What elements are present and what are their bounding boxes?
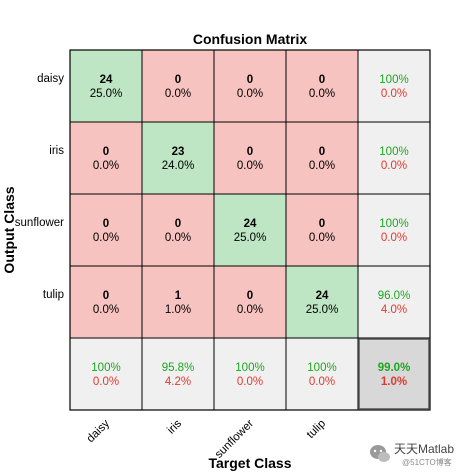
cell-count: 0 bbox=[247, 146, 253, 158]
summary-wrong: 0.0% bbox=[309, 376, 335, 388]
cell-count: 24 bbox=[316, 290, 329, 302]
wechat-icon bbox=[370, 445, 390, 462]
summary-correct: 100% bbox=[379, 218, 408, 230]
y-tick-label: daisy bbox=[37, 73, 64, 85]
summary-correct: 100% bbox=[307, 362, 336, 374]
summary-wrong: 0.0% bbox=[237, 376, 263, 388]
cell-percent: 0.0% bbox=[165, 232, 191, 244]
watermark-title: 天天Matlab bbox=[394, 442, 454, 456]
column-summary-cell: 100% 0.0% bbox=[285, 337, 359, 411]
cell-percent: 0.0% bbox=[237, 304, 263, 316]
summary-wrong: 0.0% bbox=[381, 160, 407, 172]
matrix-cell: 0 0.0% bbox=[285, 49, 359, 123]
row-summary-cell: 96.0% 4.0% bbox=[357, 265, 431, 339]
overall-cell-border bbox=[358, 338, 430, 410]
matrix-cell: 23 24.0% bbox=[141, 121, 215, 195]
cell-count: 0 bbox=[319, 74, 325, 86]
summary-wrong: 1.0% bbox=[381, 376, 407, 388]
summary-wrong: 0.0% bbox=[381, 88, 407, 100]
summary-correct: 99.0% bbox=[378, 362, 411, 374]
x-tick-label: iris bbox=[165, 417, 184, 436]
watermark: 天天Matlab @51CTO博客 bbox=[368, 440, 468, 470]
cell-percent: 0.0% bbox=[237, 160, 263, 172]
matrix-cell: 24 25.0% bbox=[69, 49, 143, 123]
cell-percent: 0.0% bbox=[93, 304, 119, 316]
summary-wrong: 4.2% bbox=[165, 376, 191, 388]
cell-count: 0 bbox=[103, 146, 109, 158]
row-summary-cell: 100% 0.0% bbox=[357, 49, 431, 123]
cell-count: 0 bbox=[247, 74, 253, 86]
cell-percent: 25.0% bbox=[234, 232, 267, 244]
summary-correct: 96.0% bbox=[378, 290, 411, 302]
column-summary-cell: 95.8% 4.2% bbox=[141, 337, 215, 411]
matrix-cell: 0 0.0% bbox=[213, 49, 287, 123]
summary-wrong: 0.0% bbox=[381, 232, 407, 244]
matrix-cell: 0 0.0% bbox=[69, 193, 143, 267]
matrix-frame bbox=[69, 49, 431, 411]
matrix-cell: 0 0.0% bbox=[213, 121, 287, 195]
x-tick-label: tulip bbox=[305, 418, 328, 441]
summary-correct: 100% bbox=[235, 362, 264, 374]
cell-percent: 0.0% bbox=[309, 88, 335, 100]
cell-percent: 0.0% bbox=[93, 160, 119, 172]
column-summary-cell: 100% 0.0% bbox=[69, 337, 143, 411]
y-tick-label: sunflower bbox=[15, 217, 64, 229]
cell-percent: 0.0% bbox=[237, 88, 263, 100]
cell-count: 0 bbox=[175, 218, 181, 230]
matrix-cell: 0 0.0% bbox=[285, 193, 359, 267]
row-summary-cell: 100% 0.0% bbox=[357, 121, 431, 195]
cell-count: 24 bbox=[244, 218, 257, 230]
matrix-cells: 24 25.0% 0 0.0% 0 0.0% 0 0.0% 100% 0.0% 0 0.0% 23 24.… bbox=[69, 49, 431, 411]
cell-percent: 25.0% bbox=[90, 88, 123, 100]
cell-percent: 24.0% bbox=[162, 160, 195, 172]
cell-count: 23 bbox=[172, 146, 185, 158]
summary-correct: 100% bbox=[91, 362, 120, 374]
matrix-cell: 24 25.0% bbox=[213, 193, 287, 267]
column-summary-cell: 100% 0.0% bbox=[213, 337, 287, 411]
cell-count: 0 bbox=[319, 146, 325, 158]
matrix-cell: 0 0.0% bbox=[141, 49, 215, 123]
y-axis-label: Output Class bbox=[1, 186, 17, 273]
matrix-cell: 1 1.0% bbox=[141, 265, 215, 339]
cell-count: 1 bbox=[175, 290, 182, 302]
cell-count: 0 bbox=[319, 218, 325, 230]
matrix-cell: 0 0.0% bbox=[213, 265, 287, 339]
cell-percent: 0.0% bbox=[165, 88, 191, 100]
cell-percent: 0.0% bbox=[93, 232, 119, 244]
summary-wrong: 4.0% bbox=[381, 304, 407, 316]
watermark-subtitle: @51CTO博客 bbox=[402, 457, 452, 467]
y-tick-label: tulip bbox=[43, 289, 64, 301]
row-summary-cell: 100% 0.0% bbox=[357, 193, 431, 267]
x-axis-label: Target Class bbox=[209, 455, 292, 471]
cell-percent: 25.0% bbox=[306, 304, 339, 316]
matrix-cell: 24 25.0% bbox=[285, 265, 359, 339]
summary-wrong: 0.0% bbox=[93, 376, 119, 388]
cell-percent: 0.0% bbox=[309, 232, 335, 244]
matrix-cell: 0 0.0% bbox=[285, 121, 359, 195]
cell-percent: 1.0% bbox=[165, 304, 191, 316]
x-tick-label: daisy bbox=[85, 417, 113, 445]
summary-correct: 100% bbox=[379, 74, 408, 86]
cell-percent: 0.0% bbox=[309, 160, 335, 172]
matrix-cell: 0 0.0% bbox=[69, 121, 143, 195]
cell-count: 0 bbox=[175, 74, 181, 86]
matrix-cell: 0 0.0% bbox=[141, 193, 215, 267]
summary-correct: 95.8% bbox=[162, 362, 195, 374]
overall-accuracy-cell: 99.0% 1.0% bbox=[357, 337, 431, 411]
cell-count: 0 bbox=[103, 290, 109, 302]
y-tick-label: iris bbox=[49, 145, 64, 157]
cell-count: 0 bbox=[103, 218, 109, 230]
summary-correct: 100% bbox=[379, 146, 408, 158]
matrix-cell: 0 0.0% bbox=[69, 265, 143, 339]
cell-count: 0 bbox=[247, 290, 253, 302]
cell-count: 24 bbox=[100, 74, 113, 86]
chart-title: Confusion Matrix bbox=[193, 31, 308, 47]
